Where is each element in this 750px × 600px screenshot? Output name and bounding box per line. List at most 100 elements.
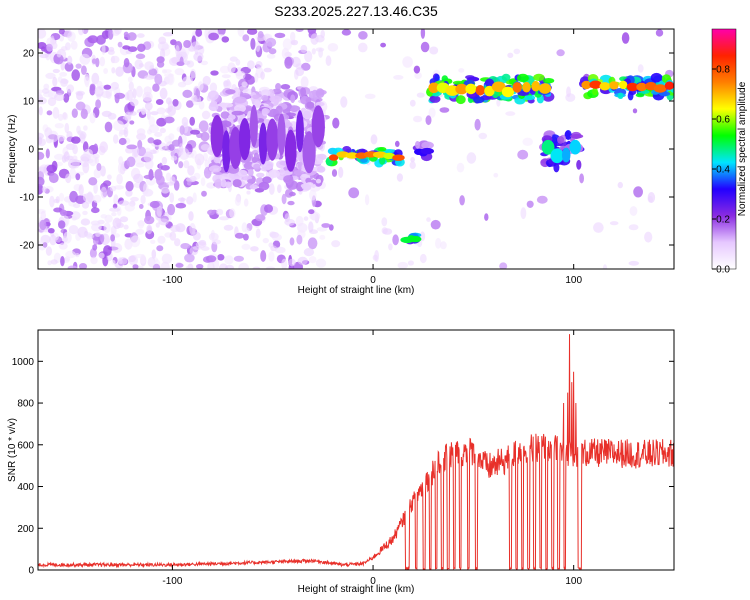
heatmap-cell (238, 262, 250, 269)
heatmap-cell (122, 45, 131, 50)
heatmap-cell (135, 53, 146, 60)
heatmap-cell (327, 43, 339, 52)
heatmap-cell (221, 36, 230, 43)
heatmap-cell (189, 246, 199, 256)
heatmap-cell (64, 256, 71, 262)
heatmap-cell (190, 129, 200, 135)
heatmap-cell (173, 180, 180, 191)
heatmap-cell (397, 261, 409, 269)
heatmap-cell (302, 131, 316, 174)
heatmap-cell (325, 55, 332, 66)
heatmap-cell (82, 161, 90, 174)
heatmap-cell (416, 92, 425, 98)
heatmap-cell (252, 94, 260, 100)
heatmap-marks (38, 29, 674, 269)
heatmap-cell (328, 154, 339, 161)
heatmap-cell (89, 248, 97, 259)
heatmap-cell (165, 172, 172, 182)
heatmap-cell (196, 264, 204, 269)
heatmap-cell (160, 165, 170, 171)
heatmap-cell (295, 29, 304, 32)
heatmap-cell (223, 80, 232, 90)
heatmap-cell (112, 217, 122, 229)
heatmap-cell (71, 69, 80, 81)
heatmap-cell (167, 203, 176, 216)
heatmap-cell (114, 92, 126, 99)
colorbar-scale (711, 28, 737, 270)
heatmap-cell (114, 29, 122, 35)
heatmap-cell (304, 50, 313, 63)
heatmap-cell (290, 31, 296, 42)
heatmap-cell (310, 33, 319, 45)
heatmap-cell (83, 148, 93, 158)
heatmap-cell (42, 242, 48, 248)
heatmap-cell (186, 196, 194, 205)
snr-y-tick-label: 800 (17, 399, 34, 410)
heatmap-cell (609, 81, 619, 90)
heatmap-cell (84, 232, 93, 238)
heatmap-cell (599, 82, 611, 91)
heatmap-cell (281, 258, 288, 269)
heatmap-cell (512, 82, 522, 93)
heatmap-cell (220, 179, 227, 188)
heatmap-cell (103, 237, 111, 244)
heatmap-cell (155, 99, 164, 105)
heatmap-cell (137, 43, 146, 52)
heatmap-cell (159, 127, 166, 134)
heatmap-cell (163, 69, 172, 74)
heatmap-cell (409, 99, 416, 107)
heatmap-cell (491, 81, 506, 93)
heatmap-cell (200, 131, 210, 142)
heatmap-cell (144, 101, 153, 111)
heatmap-cell (130, 111, 137, 116)
heatmap-cell (200, 177, 206, 187)
heatmap-cell (189, 116, 195, 126)
heatmap-cell (392, 234, 399, 246)
heatmap-cell (628, 260, 640, 266)
heatmap-cell (261, 108, 270, 115)
heatmap-cell (245, 75, 256, 85)
heatmap-cell (139, 204, 144, 209)
heatmap-cell (156, 205, 163, 217)
heatmap-cell (63, 30, 73, 38)
heatmap-cell (223, 224, 234, 231)
heatmap-cell (602, 264, 608, 269)
heatmap-cell (151, 249, 157, 259)
heatmap-cell (147, 137, 155, 144)
heatmap-cell (550, 148, 564, 164)
heatmap-cell (235, 59, 241, 66)
heatmap-cell (189, 175, 197, 182)
heatmap-cell (95, 231, 101, 237)
heatmap-cell (300, 76, 309, 88)
figure-title: S233.2025.227.13.46.C35 (274, 3, 438, 19)
heatmap-cell (260, 71, 265, 80)
heatmap-cell (200, 60, 208, 66)
snr-x-axis-label: Height of straight line (km) (298, 584, 415, 595)
heatmap-cell (191, 41, 201, 51)
heatmap-cell (153, 139, 162, 146)
heatmap-cell (130, 196, 139, 202)
snr-y-tick-label: 400 (17, 482, 34, 493)
snr-x-tick-label: 100 (565, 576, 582, 587)
heatmap-cell (60, 256, 65, 267)
heatmap-cell (208, 232, 219, 241)
heatmap-y-tick-label: -10 (20, 193, 35, 204)
heatmap-cell (381, 227, 388, 235)
heatmap-cell (172, 99, 179, 107)
heatmap-cell (103, 68, 108, 74)
heatmap-cell (228, 114, 236, 120)
heatmap-cell (89, 112, 96, 124)
heatmap-cell (117, 162, 124, 174)
heatmap-cell (167, 73, 174, 84)
heatmap-cell (284, 129, 297, 172)
heatmap-cell (420, 147, 435, 155)
heatmap-cell (100, 186, 108, 199)
heatmap-cell (358, 31, 368, 40)
heatmap-cell (159, 87, 168, 100)
heatmap-cell (253, 152, 259, 162)
heatmap-cell (581, 80, 592, 90)
snr-y-ticks: 0 200 400 600 800 1000 (12, 357, 674, 577)
heatmap-cell (428, 82, 440, 94)
heatmap-cell (237, 29, 245, 37)
heatmap-cell (156, 174, 165, 186)
